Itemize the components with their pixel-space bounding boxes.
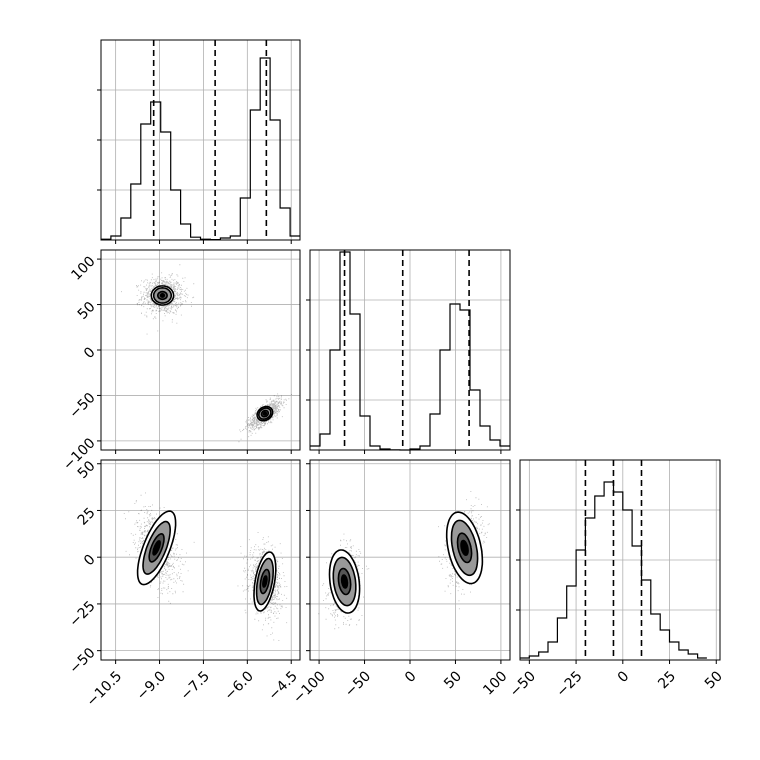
x-tick-label: −9.0: [134, 668, 169, 703]
contour-level: [159, 293, 165, 298]
scatter-panel-2: −100 −50 0 50 100: [290, 459, 511, 707]
scatter-body: [121, 264, 292, 443]
x-tick-label: −100: [290, 668, 329, 707]
panel-frame: [100, 39, 301, 241]
x-tick-label: −50: [342, 668, 374, 700]
contour-level: [152, 540, 161, 556]
panel-frame: [519, 459, 721, 661]
x-tick-label: −25: [553, 668, 585, 700]
scatter-body: [318, 491, 490, 630]
x-tick-label: 50: [441, 668, 465, 692]
x-tick-label: 0: [402, 668, 420, 686]
x-tick-label: 0: [615, 668, 633, 686]
y-tick-label: −50: [66, 645, 98, 677]
x-tick-label: −6.0: [222, 668, 257, 703]
y-tick-label: 100: [68, 253, 98, 283]
histogram-steps: [520, 481, 707, 659]
contour-level: [262, 575, 268, 588]
y-tick-label: 0: [81, 552, 99, 570]
scatter-points: [123, 492, 195, 604]
x-tick-label: −50: [507, 668, 539, 700]
x-tick-label: −10.5: [84, 668, 126, 710]
histogram-panel-0: [97, 39, 301, 244]
histogram-steps: [101, 57, 300, 241]
x-tick-label: −7.5: [178, 668, 213, 703]
contour-level: [340, 574, 349, 589]
x-tick-label: 100: [480, 668, 510, 698]
x-tick-label: 25: [655, 668, 679, 692]
histogram-panel-1: [306, 249, 511, 454]
contour-level: [262, 411, 268, 416]
y-tick-label: −50: [66, 390, 98, 422]
y-tick-label: 25: [75, 505, 99, 529]
x-tick-label: 50: [702, 668, 726, 692]
panel-frame: [100, 459, 301, 661]
contour-level: [460, 539, 469, 557]
y-tick-label: −25: [66, 598, 98, 630]
y-tick-label: 0: [81, 344, 99, 362]
y-tick-label: 50: [75, 299, 99, 323]
histogram-panel-2: −50 −25 0 25 50: [507, 459, 726, 701]
scatter-body: [123, 492, 288, 641]
scatter-points: [438, 491, 490, 610]
